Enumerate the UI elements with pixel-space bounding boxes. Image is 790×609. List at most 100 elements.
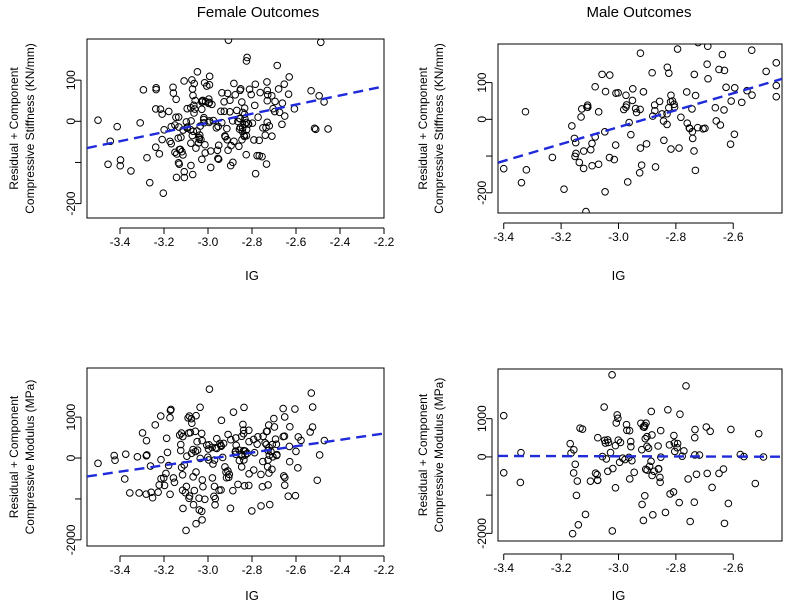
data-point bbox=[656, 426, 665, 435]
data-point bbox=[180, 173, 189, 182]
data-point bbox=[291, 491, 300, 500]
data-point bbox=[104, 160, 112, 169]
data-point bbox=[279, 472, 288, 480]
data-point bbox=[628, 84, 637, 93]
data-point bbox=[718, 50, 727, 59]
plot-frame bbox=[86, 38, 385, 219]
data-point bbox=[206, 147, 215, 155]
data-point bbox=[772, 81, 781, 90]
data-point bbox=[727, 425, 735, 434]
data-point bbox=[690, 433, 699, 442]
data-point bbox=[198, 516, 206, 524]
y-tick-label: 0 bbox=[475, 116, 489, 123]
data-point bbox=[257, 470, 265, 479]
data-point bbox=[313, 476, 322, 485]
data-point bbox=[250, 101, 259, 110]
data-point bbox=[179, 432, 187, 441]
data-point bbox=[619, 105, 628, 114]
data-point bbox=[255, 151, 264, 160]
data-point bbox=[720, 106, 728, 114]
data-point bbox=[660, 136, 668, 145]
data-point bbox=[187, 117, 195, 125]
data-point bbox=[189, 473, 197, 481]
data-point bbox=[218, 88, 226, 97]
data-point bbox=[499, 468, 508, 477]
data-point bbox=[195, 131, 204, 139]
fit-line bbox=[498, 77, 782, 164]
panel-male-stiffness: -3.4 -3.2 -3.0 -2.8 -2.6 IG -200 0 100 Residual +… bbox=[416, 37, 783, 283]
data-point bbox=[120, 475, 129, 483]
data-point bbox=[214, 154, 222, 163]
data-point bbox=[209, 460, 217, 468]
data-point bbox=[212, 444, 221, 453]
data-point bbox=[265, 469, 273, 477]
data-point bbox=[240, 403, 248, 412]
data-point bbox=[160, 125, 168, 134]
data-point bbox=[582, 207, 590, 213]
data-point bbox=[212, 434, 221, 443]
data-point bbox=[239, 420, 247, 429]
points-layer bbox=[499, 371, 768, 538]
data-point bbox=[155, 150, 164, 158]
data-point bbox=[220, 107, 229, 116]
data-point bbox=[145, 178, 154, 187]
data-point bbox=[548, 153, 557, 162]
data-point bbox=[152, 85, 160, 94]
data-point bbox=[244, 120, 252, 128]
x-tick-label: -3.0 bbox=[198, 235, 219, 249]
data-point bbox=[664, 405, 672, 414]
data-point bbox=[560, 185, 568, 193]
data-point bbox=[306, 428, 314, 436]
data-point bbox=[111, 456, 119, 465]
data-point bbox=[677, 113, 685, 122]
data-point bbox=[691, 425, 699, 434]
data-point bbox=[307, 86, 315, 95]
data-point bbox=[189, 445, 197, 454]
data-point bbox=[167, 405, 175, 414]
data-point bbox=[233, 106, 241, 115]
x-tick-label: -2.2 bbox=[374, 563, 395, 577]
data-point bbox=[625, 426, 634, 435]
y-tick-label: -200 bbox=[64, 191, 78, 215]
data-point bbox=[169, 474, 178, 482]
data-point bbox=[673, 45, 682, 53]
data-point bbox=[662, 37, 669, 44]
x-tick-label: -2.6 bbox=[286, 235, 307, 249]
data-point bbox=[291, 405, 299, 413]
data-point bbox=[167, 139, 176, 148]
data-point bbox=[601, 188, 609, 196]
data-point bbox=[308, 403, 317, 411]
x-tick-label: -2.8 bbox=[666, 230, 687, 244]
data-point bbox=[127, 167, 135, 175]
data-point bbox=[180, 77, 188, 85]
data-point bbox=[645, 462, 654, 471]
data-point bbox=[670, 431, 678, 440]
data-point bbox=[227, 435, 235, 444]
data-point bbox=[571, 460, 580, 469]
data-point bbox=[226, 107, 234, 116]
data-point bbox=[250, 136, 258, 144]
data-point bbox=[311, 125, 320, 134]
data-point bbox=[234, 480, 242, 489]
data-point bbox=[171, 121, 179, 129]
fit-line bbox=[498, 454, 782, 458]
data-point bbox=[499, 164, 508, 173]
y-tick-label: -2000 bbox=[475, 518, 489, 549]
data-point bbox=[116, 156, 125, 164]
data-point bbox=[638, 500, 646, 509]
data-point bbox=[566, 439, 574, 448]
data-point bbox=[747, 46, 756, 55]
data-point bbox=[262, 160, 271, 168]
data-point bbox=[577, 113, 585, 121]
col-title-female: Female Outcomes bbox=[196, 4, 320, 21]
data-point bbox=[772, 92, 781, 101]
data-point bbox=[605, 71, 614, 79]
data-point bbox=[238, 124, 247, 132]
data-point bbox=[160, 481, 169, 490]
data-point bbox=[573, 477, 582, 485]
data-point bbox=[182, 482, 191, 491]
data-point bbox=[177, 133, 185, 142]
data-point bbox=[730, 84, 739, 92]
data-point bbox=[217, 107, 225, 116]
data-point bbox=[192, 468, 200, 476]
